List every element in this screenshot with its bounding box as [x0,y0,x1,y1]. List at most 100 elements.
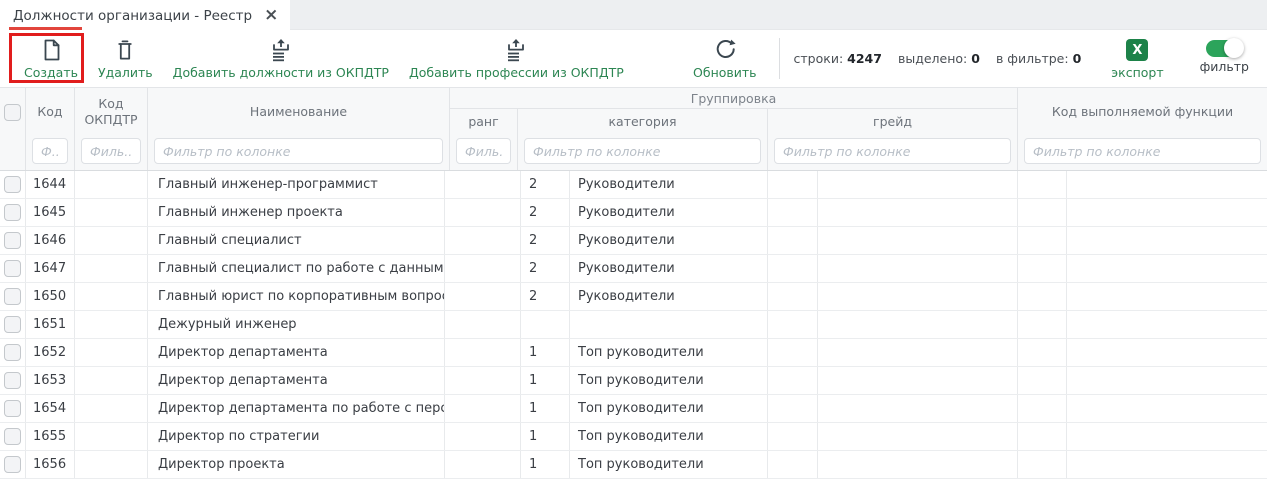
filter-input-name[interactable] [154,138,443,165]
cell-grade [818,255,1018,282]
row-checkbox[interactable] [4,288,21,305]
stat-selected: выделено: 0 [897,51,980,66]
row-checkbox[interactable] [4,456,21,473]
table-row[interactable]: 1653 Директор департамента 1 Топ руковод… [0,367,1267,395]
row-checkbox[interactable] [4,176,21,193]
cell-function [1067,283,1267,310]
cell-narrow-spacer [1018,367,1067,394]
create-button-label: Создать [24,65,78,80]
column-label-okpdtr[interactable]: Код ОКПДТР [84,96,138,127]
cell-narrow-spacer [768,451,818,478]
row-checkbox[interactable] [4,232,21,249]
cell-okpdtr [75,451,148,478]
row-checkbox[interactable] [4,260,21,277]
table-row[interactable]: 1652 Директор департамента 1 Топ руковод… [0,339,1267,367]
row-checkbox[interactable] [4,400,21,417]
toolbar-divider [778,38,780,79]
row-checkbox[interactable] [4,204,21,221]
cell-spacer [445,199,521,226]
filter-toggle[interactable] [1205,38,1244,58]
cell-narrow-spacer [768,423,818,450]
delete-button[interactable]: Удалить [88,30,163,87]
cell-code: 1651 [26,311,75,338]
table-row[interactable]: 1644 Главный инженер-программист 2 Руков… [0,171,1267,199]
tab-close-icon[interactable]: × [264,5,279,25]
cell-okpdtr [75,395,148,422]
cell-category: Топ руководители [570,395,768,422]
filter-input-grade[interactable] [774,138,1011,164]
table-row[interactable]: 1646 Главный специалист 2 Руководители [0,227,1267,255]
cell-rank: 1 [521,367,570,394]
filter-input-code[interactable] [32,138,68,165]
cell-name: Директор департамента [148,367,445,394]
row-checkbox[interactable] [4,372,21,389]
row-checkbox[interactable] [4,316,21,333]
table-row[interactable]: 1651 Дежурный инженер [0,311,1267,339]
column-header-grade: грейд [768,109,1017,170]
cell-grade [818,451,1018,478]
filter-input-category[interactable] [524,138,761,164]
tab-positions-registry[interactable]: Должности организации - Реестр × [0,0,291,31]
select-all-checkbox[interactable] [4,103,21,121]
filter-input-function[interactable] [1024,138,1261,165]
column-label-rank[interactable]: ранг [468,114,499,130]
table-row[interactable]: 1647 Главный специалист по работе с данн… [0,255,1267,283]
row-checkbox[interactable] [4,428,21,445]
column-label-code[interactable]: Код [37,103,63,119]
cell-rank [521,311,570,338]
cell-category: Топ руководители [570,451,768,478]
cell-okpdtr [75,423,148,450]
add-professions-okpdtr-button[interactable]: Добавить профессии из ОКПДТР [399,30,634,87]
cell-okpdtr [75,171,148,198]
export-excel-button[interactable]: X экспорт [1101,30,1173,87]
cell-rank: 2 [521,171,570,198]
cell-code: 1644 [26,171,75,198]
refresh-button-label: Обновить [693,65,757,80]
filter-input-rank[interactable] [456,138,511,164]
cell-narrow-spacer [768,171,818,198]
cell-grade [818,283,1018,310]
cell-category: Топ руководители [570,423,768,450]
column-label-name[interactable]: Наименование [249,103,348,119]
row-checkbox[interactable] [4,344,21,361]
cell-code: 1646 [26,227,75,254]
refresh-button[interactable]: Обновить [683,30,767,87]
table-row[interactable]: 1655 Директор по стратегии 1 Топ руковод… [0,423,1267,451]
cell-code: 1647 [26,255,75,282]
table-row[interactable]: 1650 Главный юрист по корпоративным вопр… [0,283,1267,311]
cell-name: Главный юрист по корпоративным вопрос... [148,283,445,310]
cell-name: Директор департамента по работе с персо.… [148,395,445,422]
column-label-function[interactable]: Код выполняемой функции [1051,103,1234,119]
add-positions-okpdtr-button[interactable]: Добавить должности из ОКПДТР [163,30,399,87]
cell-function [1067,451,1267,478]
column-header-name: Наименование [148,88,450,170]
header-checkbox-column [0,88,26,170]
cell-okpdtr [75,227,148,254]
table-row[interactable]: 1654 Директор департамента по работе с п… [0,395,1267,423]
refresh-icon [713,37,737,63]
cell-spacer [445,255,521,282]
cell-function [1067,367,1267,394]
filter-input-okpdtr[interactable] [81,138,141,165]
table-row[interactable]: 1645 Главный инженер проекта 2 Руководит… [0,199,1267,227]
cell-okpdtr [75,367,148,394]
cell-category: Руководители [570,255,768,282]
grid-stats: строки: 4247 выделено: 0 в фильтре: 0 [794,30,1082,87]
cell-grade [818,395,1018,422]
cell-spacer [445,227,521,254]
cell-function [1067,339,1267,366]
cell-category [570,311,768,338]
cell-narrow-spacer [768,227,818,254]
cell-narrow-spacer [768,311,818,338]
create-button[interactable]: Создать [14,30,88,87]
add-professions-label: Добавить профессии из ОКПДТР [408,65,624,80]
cell-category: Руководители [570,227,768,254]
cell-narrow-spacer [1018,339,1067,366]
cell-category: Руководители [570,199,768,226]
column-label-category[interactable]: категория [608,114,677,130]
table-row[interactable]: 1656 Директор проекта 1 Топ руководители [0,451,1267,479]
cell-okpdtr [75,311,148,338]
column-label-grade[interactable]: грейд [873,114,912,130]
stat-filtered: в фильтре: 0 [995,51,1082,66]
